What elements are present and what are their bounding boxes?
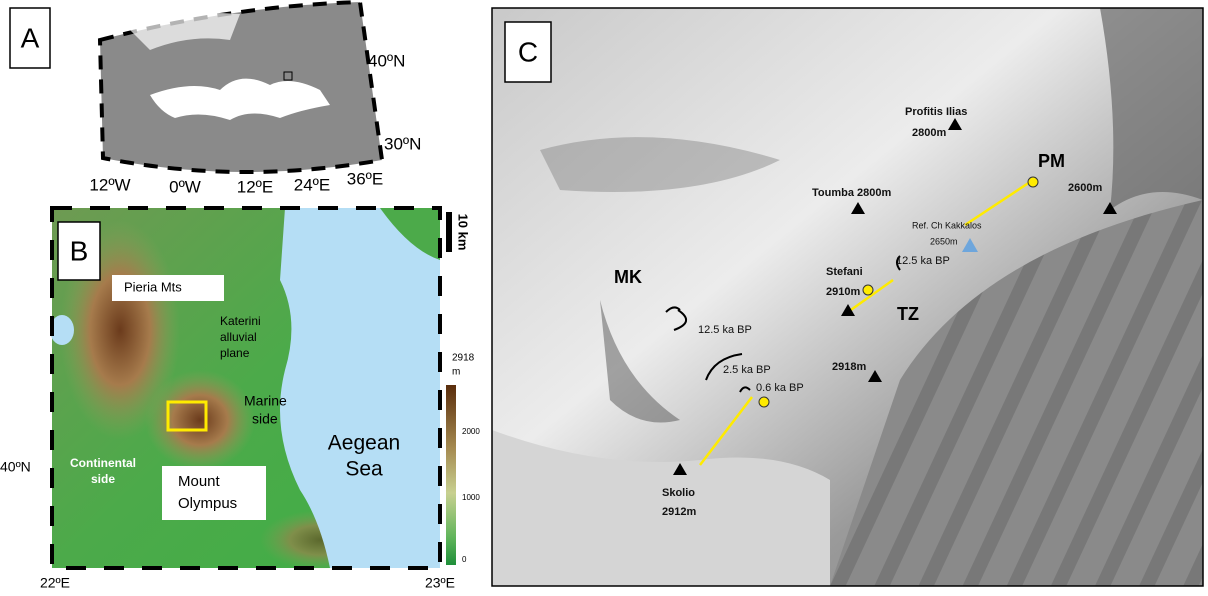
moraine-age: 0.6 ka BP <box>756 382 804 394</box>
ridges <box>830 200 1203 586</box>
sample-site <box>758 396 770 408</box>
colorbar-tick: 0 <box>462 555 467 564</box>
study-area <box>283 71 293 81</box>
place-label: Aegean <box>328 432 400 455</box>
site-label: PM <box>1038 151 1065 171</box>
place-label: Pieria Mts <box>124 279 182 294</box>
sample-site <box>1027 176 1039 188</box>
scale-label: 10 km <box>456 214 471 251</box>
place-label: Marine <box>244 393 287 409</box>
lon-label: 22ºE <box>40 575 70 591</box>
moraine-age: 2.5 ka BP <box>723 364 771 376</box>
place-label: Katerini <box>220 314 261 328</box>
scale-bar <box>446 212 452 252</box>
colorbar-max: 2918 <box>452 353 475 364</box>
valley <box>492 430 830 586</box>
mediterranean <box>150 78 330 120</box>
lon-label: 23ºE <box>425 575 455 591</box>
lon-label: 0ºW <box>169 177 201 196</box>
panel-b: B Pieria Mts Katerini alluvial plane Mar… <box>0 206 480 591</box>
transect <box>964 178 1034 227</box>
label-box <box>112 275 224 301</box>
mountains <box>145 370 255 470</box>
moraine-age: 12.5 ka BP <box>896 255 950 267</box>
peak <box>841 304 855 316</box>
moraine <box>665 306 681 313</box>
north-sea <box>120 12 240 50</box>
moraine <box>673 309 687 331</box>
peak-name: Stefani <box>826 266 863 278</box>
lat-label: 40ºN <box>0 459 31 475</box>
transect <box>847 278 894 314</box>
moraine <box>705 353 743 381</box>
peak <box>851 202 865 214</box>
panel-c: C Profitis Ilias 2800m PM 2600m Toumba 2… <box>491 7 1204 587</box>
panel-a: A 40ºN 30ºN 12ºW 0ºW 12ºE 24ºE 36ºE <box>9 0 421 196</box>
site-label: TZ <box>897 304 919 324</box>
map-frame <box>50 206 442 570</box>
place-label: side <box>252 411 278 427</box>
refuge-name: Ref. Ch Kakkalos <box>912 220 982 230</box>
lon-label: 24ºE <box>294 175 330 194</box>
peak-elevation: 2600m <box>1068 182 1102 194</box>
place-label: Mount <box>178 473 221 490</box>
peak <box>673 463 687 475</box>
lat-label: 30ºN <box>384 134 421 153</box>
peak <box>948 118 962 130</box>
peak-elevation: 2918m <box>832 361 866 373</box>
panel-label-box <box>57 221 101 281</box>
ridge <box>600 300 680 423</box>
colorbar <box>446 385 456 565</box>
study-area <box>166 400 208 432</box>
ridge <box>1100 8 1203 210</box>
panel-label: A <box>21 22 40 53</box>
panel-label-box <box>504 21 552 83</box>
panel-frame <box>491 7 1204 587</box>
peak-name: Toumba 2800m <box>812 187 891 199</box>
colorbar-unit: m <box>452 367 460 378</box>
moraine <box>739 386 751 393</box>
lon-label: 36ºE <box>347 169 383 188</box>
place-label: Continental <box>70 456 136 470</box>
ridge <box>540 137 780 192</box>
lat-label: 40ºN <box>368 51 405 70</box>
place-label: Sea <box>345 458 383 481</box>
panel-label: C <box>518 36 538 67</box>
refuge-elevation: 2650m <box>930 236 958 246</box>
peak-elevation: 2910m <box>826 286 860 298</box>
transect <box>699 396 753 466</box>
place-label: Olympus <box>178 495 237 512</box>
peak-name: Profitis Ilias <box>905 106 967 118</box>
peak-elevation: 2912m <box>662 506 696 518</box>
panel-label: B <box>70 235 89 266</box>
colorbar-tick: 1000 <box>462 493 480 502</box>
peak-name: Skolio <box>662 487 695 499</box>
sample-site <box>862 284 874 296</box>
moraine <box>896 255 901 271</box>
lon-label: 12ºE <box>237 177 273 196</box>
lake <box>50 315 74 345</box>
place-label: side <box>91 472 115 486</box>
sea <box>280 208 440 568</box>
panel-label-box <box>9 7 51 69</box>
peak <box>868 370 882 382</box>
peak <box>1103 202 1117 214</box>
moraine-age: 12.5 ka BP <box>698 324 752 336</box>
lon-label: 12ºW <box>89 175 130 194</box>
refuge <box>962 238 978 252</box>
label-box <box>162 466 266 520</box>
colorbar-tick: 2000 <box>462 427 480 436</box>
place-label: plane <box>220 346 250 360</box>
peak-elevation: 2800m <box>912 127 946 139</box>
site-label: MK <box>614 267 642 287</box>
place-label: alluvial <box>220 330 257 344</box>
coast <box>380 208 440 260</box>
